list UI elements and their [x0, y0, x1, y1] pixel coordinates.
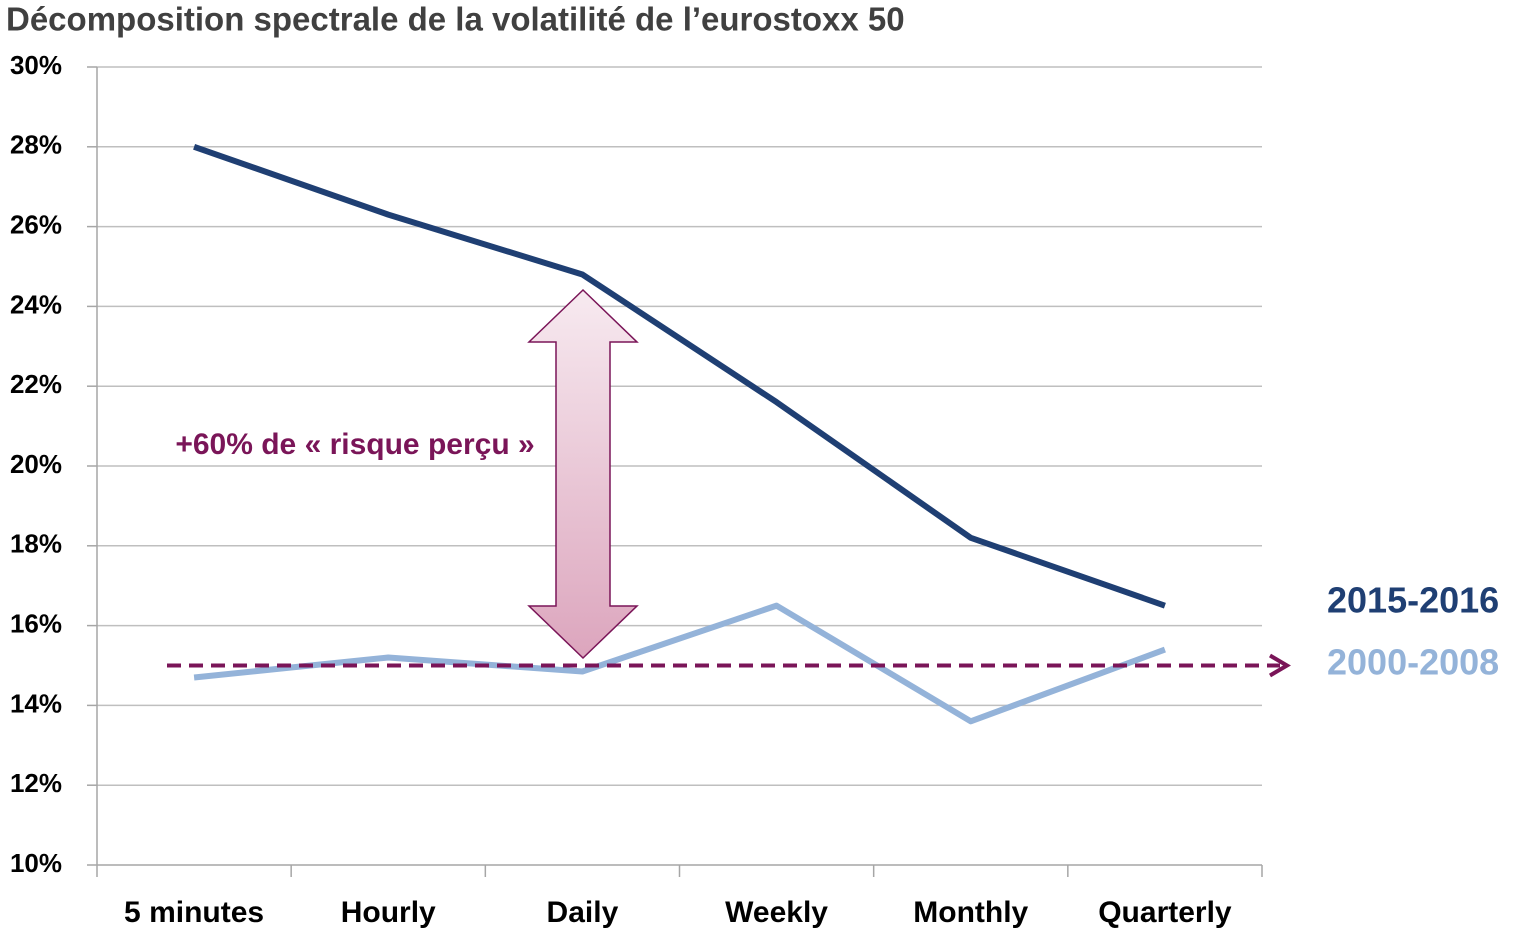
x-tick-label: 5 minutes	[124, 896, 264, 929]
legend-label: 2015-2016	[1327, 580, 1499, 621]
series-line	[193, 602, 1166, 725]
x-tick-label: Quarterly	[1098, 896, 1232, 929]
x-tick-label: Monthly	[913, 896, 1028, 929]
y-tick-label: 16%	[10, 608, 62, 638]
x-tick-label: Hourly	[341, 896, 436, 929]
series-line	[193, 143, 1166, 609]
reference-arrowhead	[1268, 653, 1291, 678]
y-tick-label: 30%	[10, 50, 62, 80]
y-tick-label: 10%	[10, 848, 62, 878]
x-tick-label: Weekly	[725, 896, 828, 929]
x-tick-label: Daily	[547, 896, 619, 929]
y-tick-label: 28%	[10, 130, 62, 160]
y-tick-label: 24%	[10, 289, 62, 319]
annotation: +60% de « risque perçu »	[175, 428, 534, 461]
chart-title: Décomposition spectrale de la volatilité…	[6, 1, 905, 38]
legend-label: 2000-2008	[1327, 642, 1499, 683]
y-tick-label: 12%	[10, 768, 62, 798]
y-tick-label: 20%	[10, 449, 62, 479]
y-tick-label: 26%	[10, 209, 62, 239]
y-tick-label: 14%	[10, 688, 62, 718]
annotation-arrow	[527, 288, 639, 660]
y-tick-label: 22%	[10, 369, 62, 399]
y-tick-label: 18%	[10, 529, 62, 559]
